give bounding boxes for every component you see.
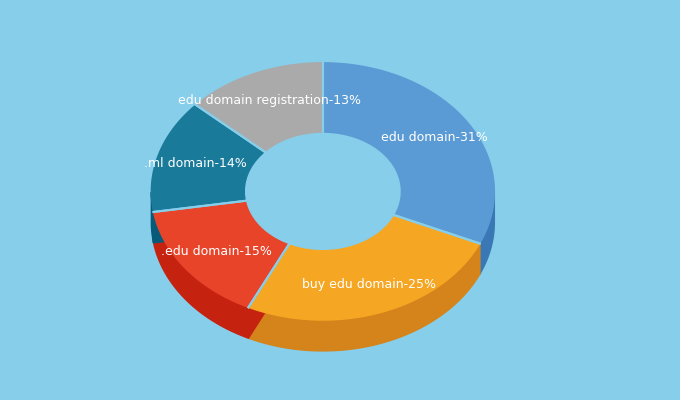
Polygon shape (196, 63, 323, 152)
Text: .edu domain-15%: .edu domain-15% (161, 244, 272, 258)
Polygon shape (154, 201, 247, 243)
Polygon shape (245, 134, 400, 249)
Text: edu domain-31%: edu domain-31% (381, 130, 488, 144)
Text: .ml domain-14%: .ml domain-14% (144, 156, 247, 170)
Polygon shape (152, 105, 266, 212)
Polygon shape (290, 215, 394, 280)
Polygon shape (248, 244, 290, 338)
Polygon shape (394, 192, 400, 246)
Polygon shape (248, 244, 290, 338)
Polygon shape (394, 215, 479, 274)
Polygon shape (394, 215, 479, 274)
Text: edu domain registration-13%: edu domain registration-13% (177, 94, 360, 107)
Polygon shape (154, 201, 247, 243)
Polygon shape (247, 201, 290, 274)
Polygon shape (323, 63, 494, 244)
Polygon shape (152, 192, 154, 243)
Text: buy edu domain-25%: buy edu domain-25% (302, 278, 436, 292)
Polygon shape (154, 201, 290, 307)
Polygon shape (248, 244, 479, 351)
Polygon shape (245, 192, 247, 232)
Polygon shape (154, 212, 248, 338)
Polygon shape (479, 193, 494, 274)
Polygon shape (248, 215, 479, 320)
